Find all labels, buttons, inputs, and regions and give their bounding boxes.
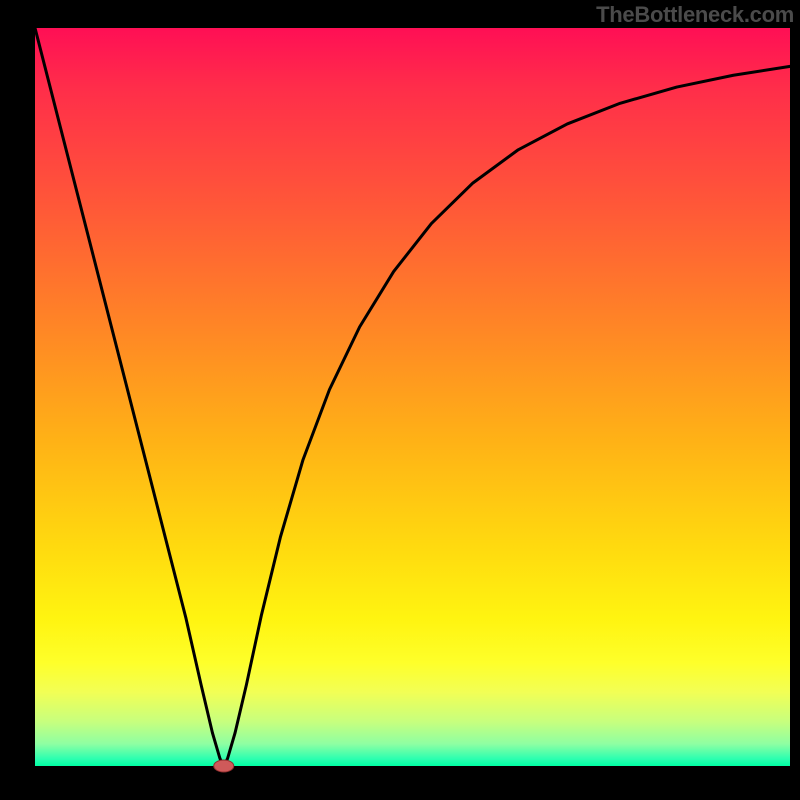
curve-layer: [35, 28, 790, 766]
chart-outer: TheBottleneck.com: [0, 0, 800, 800]
plot-area: [35, 28, 790, 766]
minimum-marker: [214, 760, 234, 772]
watermark-text: TheBottleneck.com: [596, 2, 794, 28]
bottleneck-curve: [35, 28, 790, 766]
